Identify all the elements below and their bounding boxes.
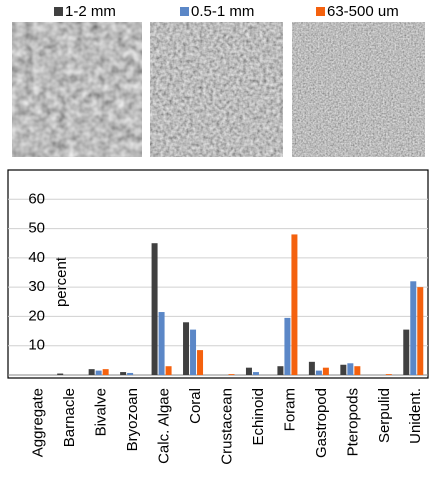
bar: [127, 373, 133, 375]
bar: [190, 330, 196, 375]
photo: [12, 22, 142, 157]
x-tick-label: Crustacean: [218, 388, 235, 465]
legend-label: 63-500 um: [327, 3, 399, 20]
legend-swatch: [316, 7, 325, 16]
bar: [309, 362, 315, 375]
legend-swatch: [180, 7, 189, 16]
y-tick-label: 30: [28, 278, 45, 295]
bar: [316, 371, 322, 375]
bar: [347, 363, 353, 375]
legend-label: 1-2 mm: [65, 3, 116, 20]
y-tick-label: 60: [28, 190, 45, 207]
bar: [96, 371, 102, 375]
x-tick-label: Barnacle: [61, 388, 78, 447]
bar: [89, 369, 95, 375]
x-tick-label: Pteropods: [344, 388, 361, 456]
x-tick-label: Echinoid: [250, 388, 267, 446]
bar: [183, 322, 189, 375]
bar: [354, 366, 360, 375]
x-tick-label: Coral: [187, 388, 204, 424]
legend-label: 0.5-1 mm: [191, 3, 254, 20]
bar: [103, 369, 109, 375]
y-axis-label: percent: [53, 256, 70, 307]
bar: [159, 312, 165, 375]
x-tick-label: Serpulid: [376, 388, 393, 443]
y-tick-label: 20: [28, 307, 45, 324]
bar: [197, 350, 203, 375]
y-tick-label: 50: [28, 220, 45, 237]
bar: [277, 366, 283, 375]
x-tick-label: Bryozoan: [124, 388, 141, 451]
plot-frame: [8, 170, 428, 378]
bar: [246, 368, 252, 375]
bar: [229, 374, 235, 375]
x-tick-label: Foram: [281, 388, 298, 431]
y-tick-label: 40: [28, 249, 45, 266]
x-tick-label: Calc. Algae: [156, 388, 173, 464]
bar: [323, 368, 329, 375]
bar: [291, 234, 297, 375]
x-tick-label: Aggregate: [30, 388, 47, 457]
bar: [417, 287, 423, 375]
y-tick-label: 10: [28, 337, 45, 354]
bar: [340, 365, 346, 375]
bar: [57, 374, 63, 375]
x-tick-label: Bivalve: [93, 388, 110, 436]
legend-swatch: [54, 7, 63, 16]
bar: [410, 281, 416, 375]
bar: [284, 318, 290, 375]
x-tick-label: Unident.: [407, 388, 424, 444]
bar: [120, 372, 126, 375]
bar: [253, 372, 259, 375]
figure: percent 10 20 30 40 50 60 1-2 mm 0.5-1 mm 63-500…: [0, 0, 433, 491]
x-tick-label: Gastropod: [313, 388, 330, 458]
bar: [166, 366, 172, 375]
photo: [292, 22, 425, 157]
bar: [386, 374, 392, 375]
bar: [403, 330, 409, 375]
photo: [150, 22, 283, 157]
bar: [152, 243, 158, 375]
